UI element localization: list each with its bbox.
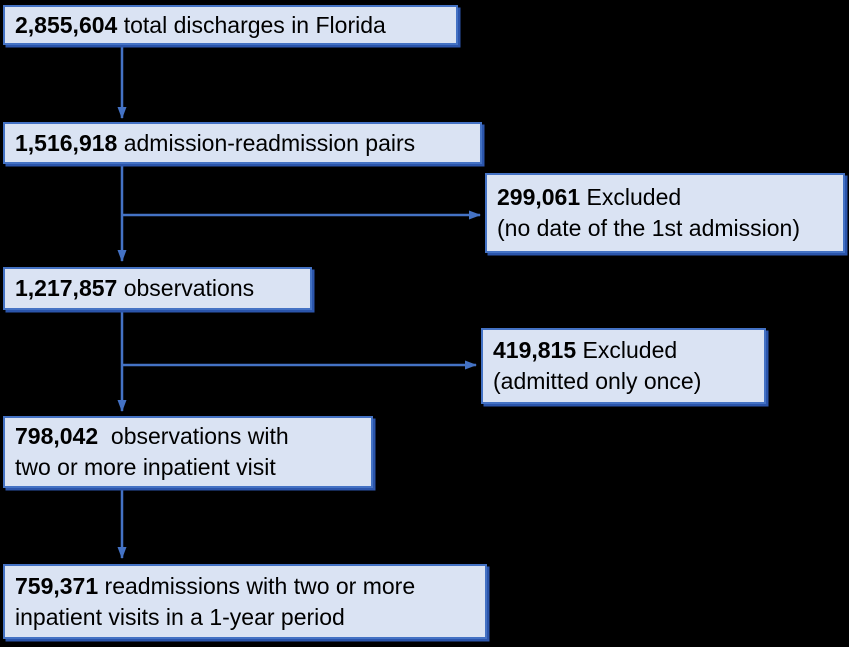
flow-node-text: 1,217,857 observations (15, 273, 306, 304)
flow-node-text-line2: inpatient visits in a 1-year period (15, 603, 345, 630)
node-count: 419,815 (493, 337, 577, 363)
flow-node-total-discharges: 2,855,604 total discharges in Florida (3, 5, 458, 45)
node-count: 1,516,918 (15, 129, 118, 156)
node-label: observations with (98, 423, 289, 449)
flow-node-admission-readmission-pairs: 1,516,918 admission-readmission pairs (3, 122, 482, 164)
flow-node-text: 419,815 Excluded (493, 335, 760, 366)
flow-node-text: 759,371 readmissions with two or more (15, 571, 481, 602)
flow-node-text-line2: (admitted only once) (493, 368, 702, 394)
flow-node-text-line2: (no date of the 1st admission) (497, 215, 800, 241)
flow-node-readmissions-one-year: 759,371 readmissions with two or more in… (3, 564, 487, 639)
node-label: Excluded (576, 337, 678, 363)
node-label: readmissions with two or more (98, 572, 416, 599)
node-count: 299,061 (497, 184, 581, 210)
flow-node-text: 2,855,604 total discharges in Florida (15, 10, 452, 41)
flow-node-text: 1,516,918 admission-readmission pairs (15, 128, 476, 159)
flow-node-excluded-no-first-admission-date: 299,061 Excluded (no date of the 1st adm… (485, 173, 845, 253)
flow-node-observations-two-plus-visits: 798,042 observations with two or more in… (3, 416, 373, 488)
node-count: 798,042 (15, 423, 99, 449)
node-label: Excluded (580, 184, 682, 210)
node-count: 759,371 (15, 572, 99, 599)
flow-node-text: 798,042 observations with (15, 421, 367, 452)
flow-node-text-line2: two or more inpatient visit (15, 454, 276, 480)
node-count: 1,217,857 (15, 275, 118, 301)
node-label: total discharges in Florida (117, 11, 386, 38)
flow-node-text: 299,061 Excluded (497, 182, 839, 213)
node-count: 2,855,604 (15, 11, 118, 38)
node-label: admission-readmission pairs (117, 129, 416, 156)
flow-node-observations: 1,217,857 observations (3, 267, 312, 310)
node-label: observations (117, 275, 255, 301)
flow-node-excluded-admitted-once: 419,815 Excluded (admitted only once) (481, 328, 766, 404)
